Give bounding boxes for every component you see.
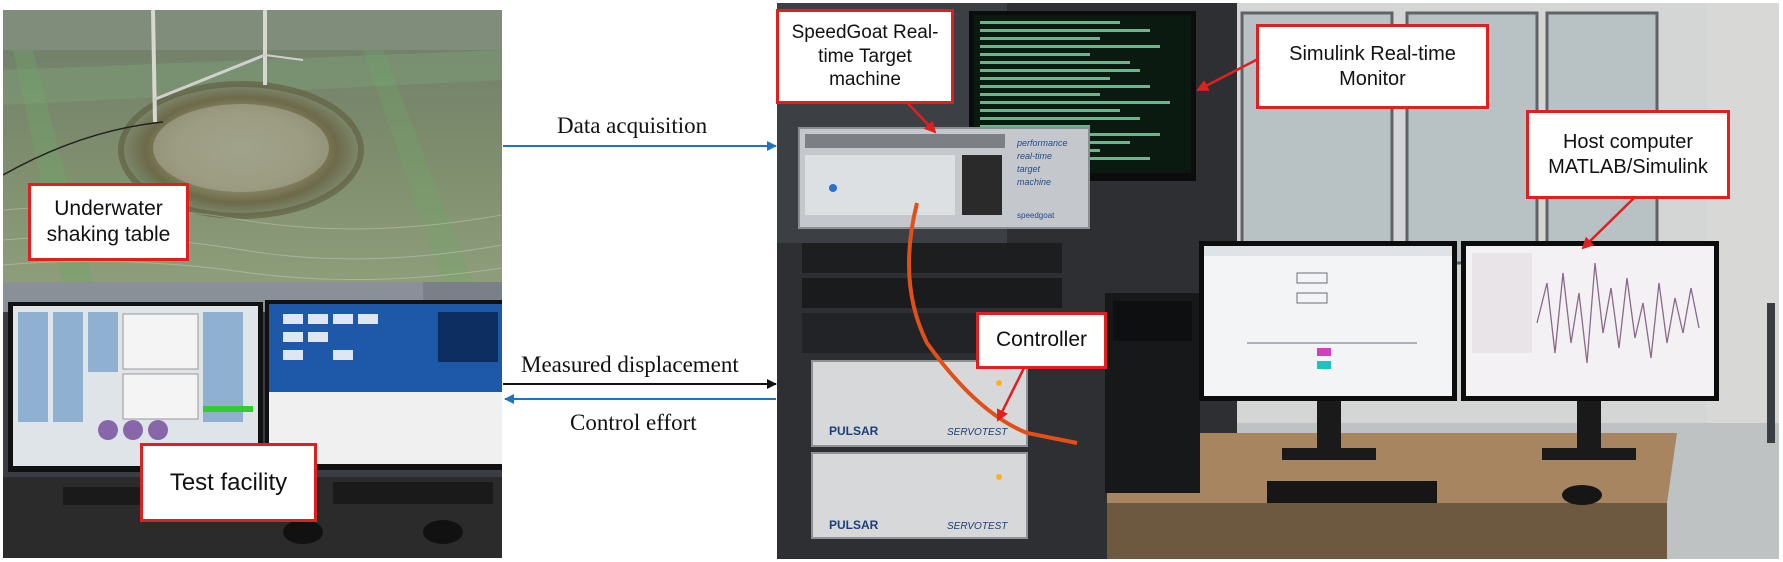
host-computer-label: Host computer MATLAB/Simulink: [1526, 110, 1730, 199]
svg-text:SERVOTEST: SERVOTEST: [947, 521, 1008, 532]
control-effort-text: Control effort: [570, 410, 697, 435]
data-acquisition-text: Data acquisition: [557, 113, 708, 138]
svg-text:target: target: [1017, 164, 1041, 174]
shaking-table-label: Underwater shaking table: [28, 183, 189, 261]
svg-text:machine: machine: [1017, 177, 1051, 187]
svg-text:SERVOTEST: SERVOTEST: [947, 427, 1008, 438]
test-facility-photo: [3, 282, 502, 558]
measured-displacement-text: Measured displacement: [521, 352, 739, 377]
svg-text:PULSAR: PULSAR: [829, 424, 879, 438]
svg-text:real-time: real-time: [1017, 151, 1052, 161]
test-facility-label: Test facility: [140, 443, 317, 522]
chassis-brand-text: performance: [1016, 138, 1068, 148]
speedgoat-label: SpeedGoat Real-time Target machine: [776, 9, 954, 104]
chassis-logo-text: speedgoat: [1017, 211, 1055, 220]
controller-label: Controller: [976, 312, 1107, 369]
svg-text:PULSAR: PULSAR: [829, 518, 879, 532]
monitor-label: Simulink Real-time Monitor: [1256, 24, 1489, 109]
